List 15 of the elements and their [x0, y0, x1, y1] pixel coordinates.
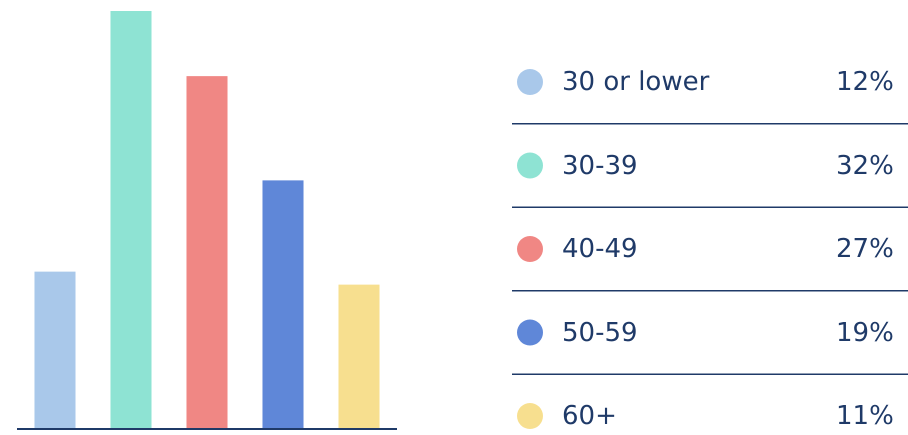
bar [262, 180, 304, 428]
category-label: 30 or lower [562, 67, 710, 97]
bar [338, 284, 380, 428]
bar [110, 11, 152, 428]
bar [186, 76, 228, 428]
bar [34, 272, 76, 428]
category-label: 50-59 [562, 318, 638, 348]
data-label: 32% [836, 151, 894, 181]
category-label: 30-39 [562, 151, 638, 181]
data-label: 19% [836, 318, 894, 348]
data-label: 12% [836, 67, 894, 97]
category-label: 60+ [562, 401, 617, 431]
data-label: 11% [836, 401, 894, 431]
data-label: 27% [836, 234, 894, 264]
category-label: 40-49 [562, 234, 638, 264]
